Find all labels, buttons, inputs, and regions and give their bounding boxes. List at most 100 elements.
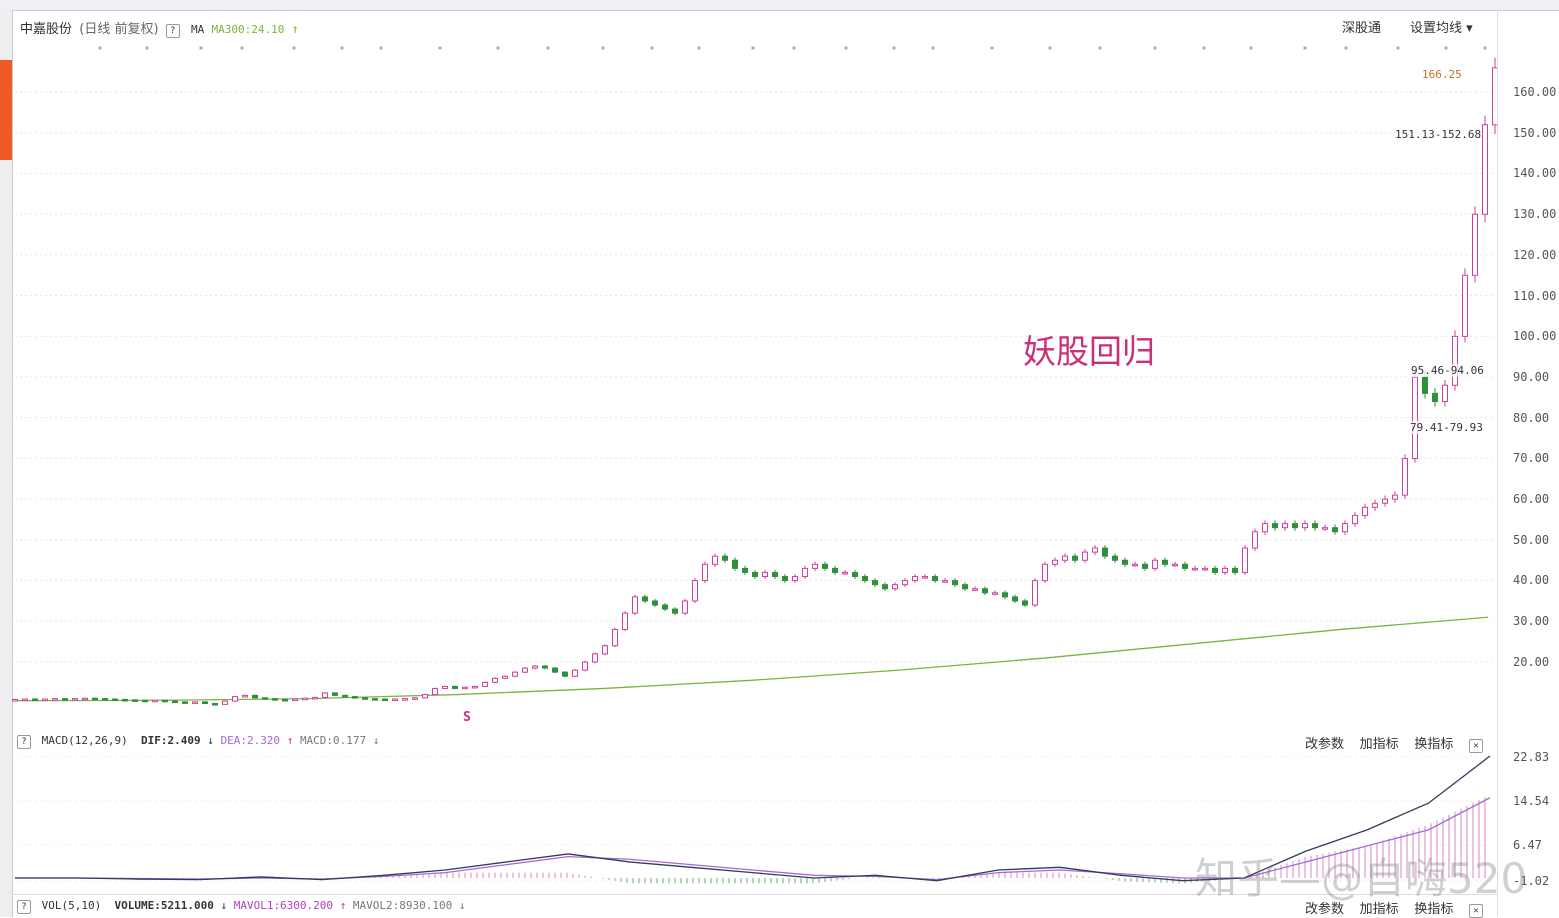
price-range-label: 95.46-94.06 (1411, 364, 1484, 377)
shenguto-link[interactable]: 深股通 (1342, 21, 1382, 36)
candle-body (672, 608, 678, 614)
candle-body (602, 645, 608, 655)
candle-body (1362, 506, 1368, 516)
candle-body (1402, 458, 1408, 496)
y-tick-label: 20.00 (1513, 654, 1550, 669)
candle-body (1232, 567, 1238, 573)
event-marker (199, 46, 203, 50)
candle-body (32, 698, 38, 702)
chart-annotation: 妖股回归 (1023, 332, 1155, 371)
pane-divider (12, 894, 1497, 895)
y-tick-label: 80.00 (1513, 410, 1550, 425)
signal-marker[interactable]: S (463, 710, 471, 725)
candle-body (392, 698, 398, 702)
arrow-down-icon: ↓ (207, 734, 214, 747)
vol-actions: 改参数 加指标 换指标 ✕ (1305, 898, 1487, 918)
switch-indicator-button[interactable]: 换指标 (1414, 737, 1454, 752)
candle-body (652, 600, 658, 606)
ma300-value: MA300:24.10 (211, 23, 285, 36)
candle-body (482, 681, 488, 687)
candle-body (222, 700, 228, 705)
candle-body (662, 604, 668, 610)
candle-body (1322, 527, 1328, 530)
add-indicator-button[interactable]: 加指标 (1359, 737, 1399, 752)
top-tab-bar[interactable] (0, 0, 1559, 11)
candle-body (522, 667, 528, 673)
candle-body (412, 697, 418, 700)
candle-body (1002, 592, 1008, 598)
candle-body (582, 661, 588, 671)
candle-body (922, 576, 928, 579)
event-marker (697, 46, 701, 50)
help-icon[interactable]: ? (17, 900, 31, 914)
y-tick-label: 130.00 (1513, 207, 1557, 222)
event-marker (292, 46, 296, 50)
candle-body (232, 696, 238, 702)
candle-body (312, 696, 318, 700)
candle-body (592, 653, 598, 663)
watermark: 知乎—@自嗨520 (1195, 854, 1528, 903)
macd-y-tick: 6.47 (1513, 838, 1542, 852)
event-marker (145, 46, 149, 50)
change-params-button[interactable]: 改参数 (1305, 737, 1345, 752)
event-marker (340, 46, 344, 50)
candle-body (362, 697, 368, 700)
event-marker (496, 46, 500, 50)
candle-body (1342, 523, 1348, 533)
event-marker (379, 46, 383, 50)
candle-body (1102, 547, 1108, 557)
help-icon[interactable]: ? (17, 735, 31, 749)
help-icon[interactable]: ? (165, 24, 180, 38)
candle-body (1172, 563, 1178, 567)
candle-body (862, 576, 868, 582)
event-marker (601, 46, 605, 50)
candle-body (1472, 213, 1478, 276)
candle-body (352, 696, 358, 699)
mavol2-value: MAVOL2:8930.100 (352, 899, 453, 912)
candle-body (1022, 600, 1028, 606)
left-sidebar[interactable] (0, 10, 13, 917)
candle-body (622, 612, 628, 630)
arrow-up-icon: ↑ (286, 734, 294, 747)
close-icon[interactable]: ✕ (1468, 739, 1483, 753)
candle-body (962, 584, 968, 590)
candle-body (12, 698, 18, 702)
candle-body (382, 698, 388, 702)
add-indicator-button[interactable]: 加指标 (1359, 902, 1399, 917)
arrow-down-icon: ↓ (220, 899, 228, 912)
y-tick-label: 30.00 (1513, 614, 1550, 629)
ma300-line (14, 616, 1489, 702)
candle-body (172, 700, 178, 704)
candle-body (1242, 547, 1248, 573)
candle-body (892, 584, 898, 590)
candle-body (632, 596, 638, 614)
sidebar-active-item[interactable] (0, 60, 12, 160)
close-icon[interactable]: ✕ (1468, 904, 1483, 918)
candle-body (1442, 384, 1448, 403)
event-marker (792, 46, 796, 50)
switch-indicator-button[interactable]: 换指标 (1414, 902, 1454, 917)
period-label: (日线 前复权) (79, 22, 159, 37)
candle-body (1282, 523, 1288, 529)
change-params-button[interactable]: 改参数 (1305, 902, 1345, 917)
event-marker (240, 46, 244, 50)
candle-body (1302, 523, 1308, 529)
candle-body (1202, 567, 1208, 571)
set-ma-dropdown[interactable]: 设置均线 ▾ (1410, 21, 1473, 36)
candle-body (1112, 555, 1118, 561)
event-marker (844, 46, 848, 50)
arrow-up-icon: ↑ (339, 899, 347, 912)
candle-body (912, 576, 918, 582)
candle-body (52, 698, 58, 701)
candle-body (952, 580, 958, 586)
y-tick-label: 100.00 (1513, 329, 1557, 344)
candle-body (1012, 596, 1018, 602)
macd-y-tick: 14.54 (1513, 794, 1550, 808)
candle-body (202, 701, 208, 705)
candle-body (842, 571, 848, 575)
event-marker (1483, 46, 1487, 50)
event-marker (1249, 46, 1253, 50)
candle-body (1222, 567, 1228, 573)
candle-body (192, 701, 198, 704)
